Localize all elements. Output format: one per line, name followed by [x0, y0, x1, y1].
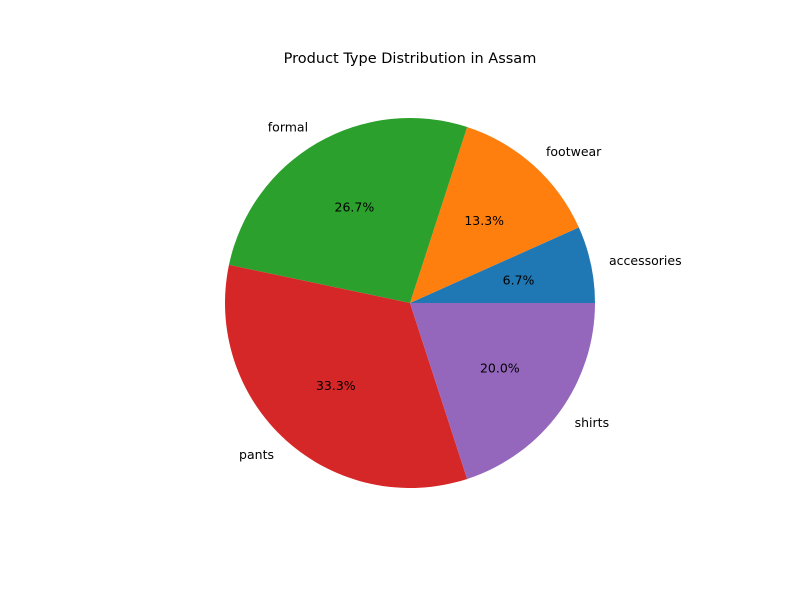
- percent-label-footwear: 13.3%: [464, 213, 504, 228]
- chart-title: Product Type Distribution in Assam: [284, 51, 537, 67]
- pie-slice-footwear: [410, 127, 579, 304]
- percent-label-formal: 26.7%: [335, 199, 375, 214]
- category-label-formal: formal: [268, 119, 308, 134]
- category-label-footwear: footwear: [546, 144, 602, 159]
- pie-slices: [225, 118, 595, 489]
- percent-label-pants: 33.3%: [316, 378, 356, 393]
- percent-label-accessories: 6.7%: [503, 272, 535, 287]
- category-label-shirts: shirts: [575, 415, 609, 430]
- category-label-accessories: accessories: [609, 253, 682, 268]
- pie-slice-formal: [228, 118, 468, 304]
- category-label-pants: pants: [239, 447, 274, 462]
- percent-label-shirts: 20.0%: [480, 361, 520, 376]
- pie-slice-pants: [225, 264, 468, 489]
- pie-slice-accessories: [410, 227, 595, 303]
- percent-labels: 6.7% 13.3% 26.7% 33.3% 20.0%: [316, 199, 535, 393]
- category-labels: accessories footwear formal pants shirts: [239, 119, 682, 462]
- pie-slice-shirts: [410, 303, 595, 479]
